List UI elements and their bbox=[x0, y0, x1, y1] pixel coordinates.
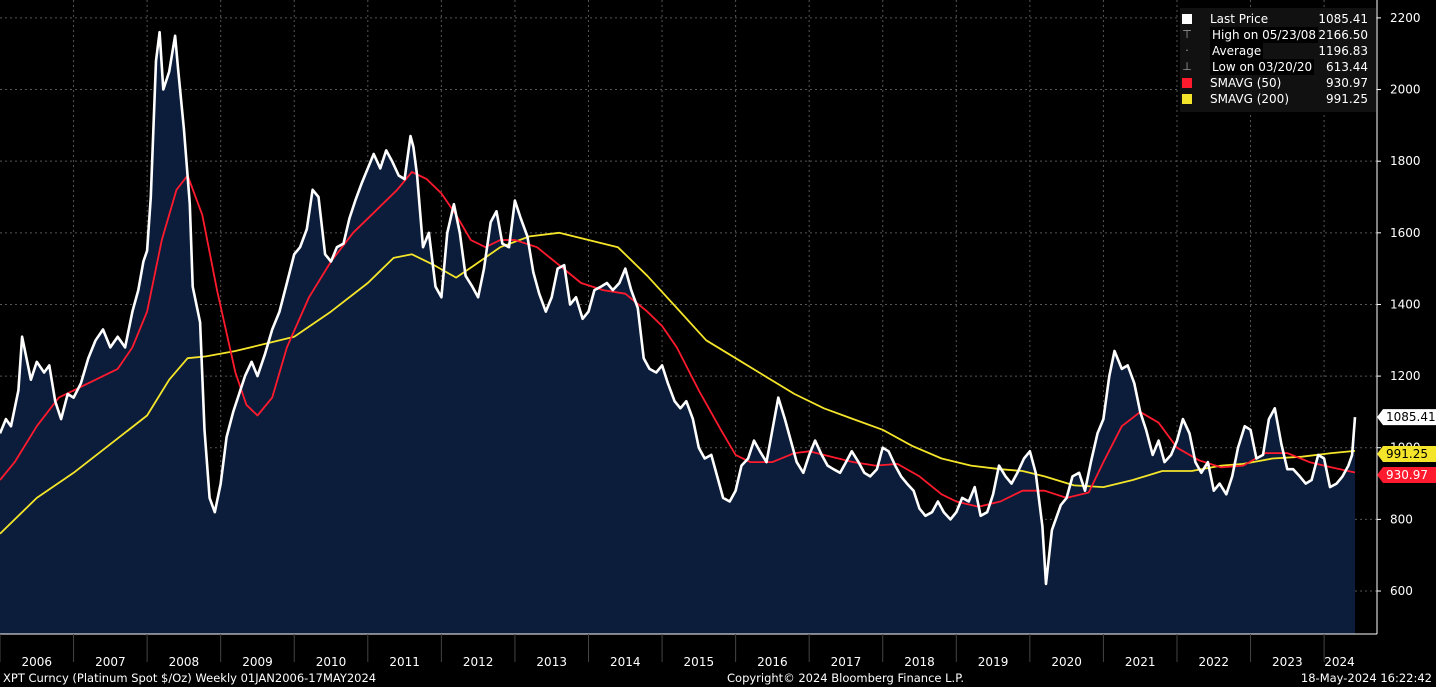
axis-value-label: 930.97 bbox=[1386, 468, 1428, 482]
axis-value-label: 1085.41 bbox=[1386, 410, 1436, 424]
footer-copyright: Copyright© 2024 Bloomberg Finance L.P. bbox=[727, 671, 964, 685]
y-tick-label: 1400 bbox=[1390, 297, 1421, 311]
axis-value-badge bbox=[1377, 446, 1436, 462]
legend-row-high: ⊤ High on 05/23/08 2166.50 bbox=[1180, 27, 1376, 43]
legend-label: Last Price bbox=[1210, 12, 1269, 26]
x-tick-label: 2020 bbox=[1051, 655, 1082, 669]
y-tick-label: 600 bbox=[1390, 584, 1413, 598]
x-tick-label: 2018 bbox=[904, 655, 935, 669]
x-tick-label: 2011 bbox=[389, 655, 420, 669]
legend-value: 1196.83 bbox=[1318, 44, 1368, 58]
y-tick-label: 1600 bbox=[1390, 226, 1421, 240]
series-line-smavg-200- bbox=[0, 231, 1356, 535]
x-tick-label: 2016 bbox=[757, 655, 788, 669]
y-tick-label: 1200 bbox=[1390, 369, 1421, 383]
white-square-icon bbox=[1182, 14, 1192, 24]
x-tick-label: 2007 bbox=[95, 655, 126, 669]
legend-label: SMAVG (200) bbox=[1210, 92, 1290, 106]
y-tick-label: 2200 bbox=[1390, 11, 1421, 25]
y-tick-label: 800 bbox=[1390, 512, 1413, 526]
x-tick-label: 2008 bbox=[169, 655, 200, 669]
legend-row-last-price: Last Price 1085.41 bbox=[1180, 11, 1376, 27]
x-tick-label: 2017 bbox=[831, 655, 862, 669]
legend-label: Low on 03/20/20 bbox=[1210, 59, 1315, 75]
axis-value-badge bbox=[1377, 467, 1436, 483]
legend-row-average: · Average 1196.83 bbox=[1180, 43, 1376, 59]
x-tick-label: 2021 bbox=[1125, 655, 1156, 669]
x-tick-label: 2014 bbox=[610, 655, 641, 669]
x-tick-label: 2010 bbox=[316, 655, 347, 669]
x-tick-label: 2015 bbox=[684, 655, 715, 669]
footer-timestamp: 18-May-2024 16:22:42 bbox=[1300, 671, 1432, 685]
legend: Last Price 1085.41 ⊤ High on 05/23/08 21… bbox=[1180, 8, 1376, 112]
legend-row-low: ⊥ Low on 03/20/20 613.44 bbox=[1180, 59, 1376, 75]
legend-value: 613.44 bbox=[1326, 60, 1368, 74]
footer-security-description: XPT Curncy (Platinum Spot $/Oz) Weekly 0… bbox=[3, 671, 377, 685]
series-line-smavg-50- bbox=[0, 170, 1356, 508]
x-tick-label: 2013 bbox=[536, 655, 567, 669]
x-tick-label: 2023 bbox=[1272, 655, 1303, 669]
legend-label: SMAVG (50) bbox=[1210, 76, 1282, 90]
average-dot-icon: · bbox=[1185, 44, 1189, 57]
price-area-fill bbox=[0, 32, 1355, 634]
x-tick-label: 2019 bbox=[978, 655, 1009, 669]
legend-value: 1085.41 bbox=[1318, 12, 1368, 26]
footer: XPT Curncy (Platinum Spot $/Oz) Weekly 0… bbox=[0, 669, 1436, 687]
low-tick-icon: ⊥ bbox=[1182, 60, 1192, 73]
legend-value: 991.25 bbox=[1326, 92, 1368, 106]
high-tick-icon: ⊤ bbox=[1182, 28, 1192, 41]
x-tick-label: 2024 bbox=[1324, 655, 1355, 669]
series-line-last-price bbox=[0, 30, 1357, 586]
axis-value-badge bbox=[1377, 409, 1436, 426]
axis-value-label: 991.25 bbox=[1386, 447, 1428, 461]
legend-label: Average bbox=[1210, 43, 1264, 59]
x-tick-label: 2012 bbox=[463, 655, 494, 669]
legend-value: 930.97 bbox=[1326, 76, 1368, 90]
yellow-square-icon bbox=[1182, 94, 1192, 104]
legend-label: High on 05/23/08 bbox=[1210, 27, 1319, 43]
x-tick-label: 2006 bbox=[22, 655, 53, 669]
legend-row-smavg-50: SMAVG (50) 930.97 bbox=[1180, 75, 1376, 91]
y-tick-label: 2000 bbox=[1390, 83, 1421, 97]
x-tick-label: 2022 bbox=[1198, 655, 1229, 669]
legend-value: 2166.50 bbox=[1318, 28, 1368, 42]
red-square-icon bbox=[1182, 78, 1192, 88]
x-tick-label: 2009 bbox=[242, 655, 273, 669]
y-tick-label: 1800 bbox=[1390, 154, 1421, 168]
legend-row-smavg-200: SMAVG (200) 991.25 bbox=[1180, 91, 1376, 107]
